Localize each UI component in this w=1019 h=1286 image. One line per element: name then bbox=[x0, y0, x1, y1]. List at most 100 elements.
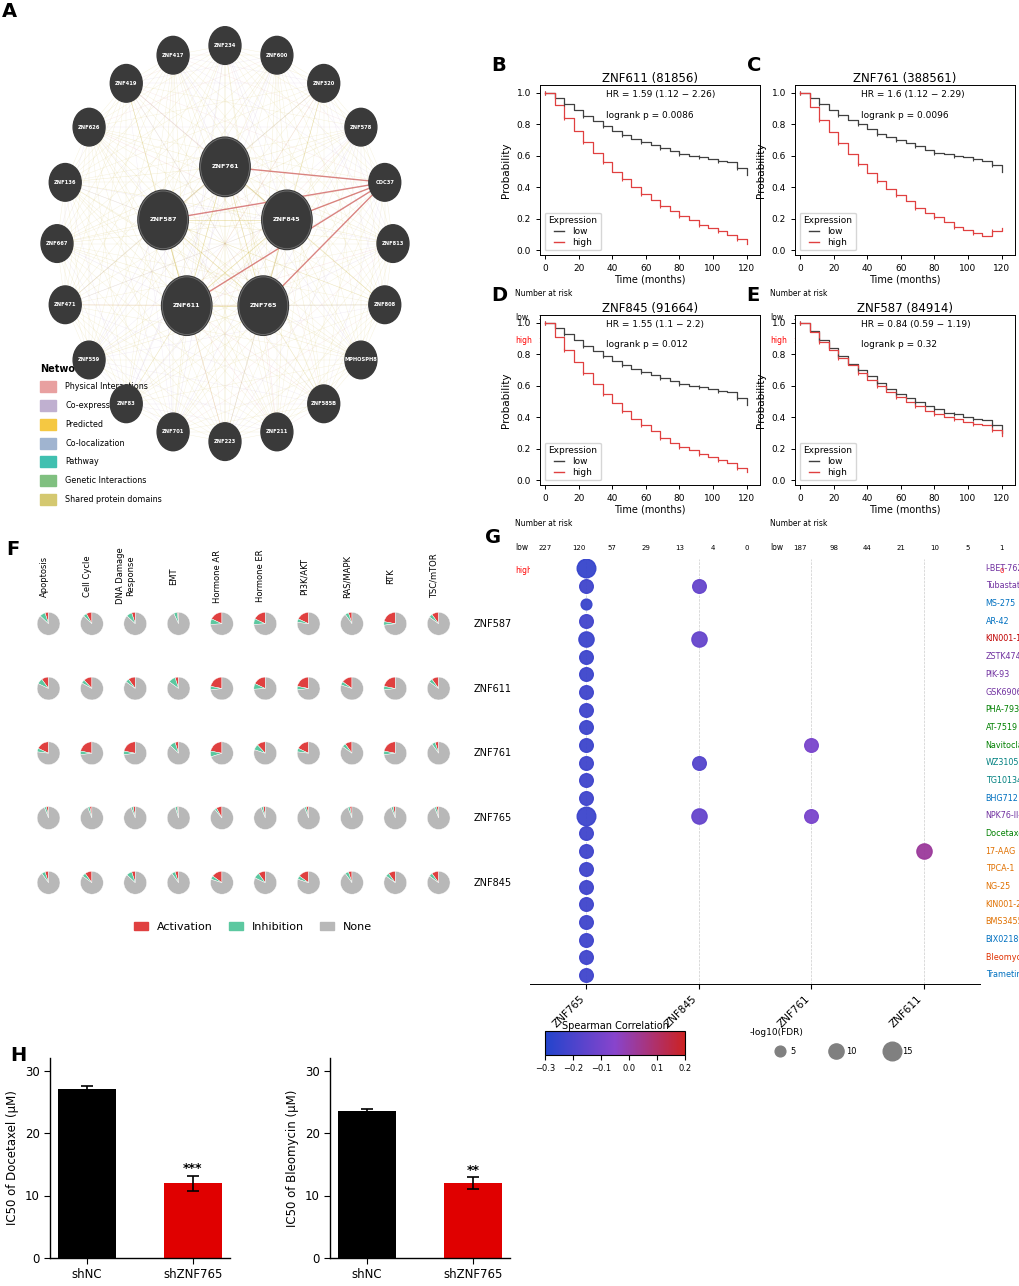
Text: F: F bbox=[6, 540, 19, 559]
Wedge shape bbox=[298, 678, 309, 688]
Text: ZNF845: ZNF845 bbox=[474, 878, 512, 887]
Wedge shape bbox=[81, 751, 92, 755]
Wedge shape bbox=[210, 806, 233, 829]
Text: Tubastatin A: Tubastatin A bbox=[984, 581, 1019, 590]
Text: 5: 5 bbox=[965, 315, 969, 320]
Circle shape bbox=[209, 423, 240, 460]
Point bbox=[578, 611, 594, 631]
Wedge shape bbox=[86, 872, 92, 882]
Title: ZNF587 (84914): ZNF587 (84914) bbox=[856, 302, 952, 315]
Text: Hormone AR: Hormone AR bbox=[213, 549, 222, 603]
Wedge shape bbox=[84, 678, 92, 688]
Text: 1: 1 bbox=[744, 338, 748, 345]
Wedge shape bbox=[169, 678, 178, 688]
Text: 2: 2 bbox=[710, 568, 714, 575]
Wedge shape bbox=[431, 742, 438, 754]
Point bbox=[578, 859, 594, 880]
Circle shape bbox=[261, 36, 292, 75]
X-axis label: Time (months): Time (months) bbox=[613, 274, 685, 284]
Wedge shape bbox=[300, 872, 309, 882]
Text: WZ3105: WZ3105 bbox=[984, 759, 1018, 768]
Point bbox=[578, 788, 594, 809]
Text: 62: 62 bbox=[574, 568, 583, 575]
Text: high: high bbox=[515, 337, 531, 346]
Wedge shape bbox=[435, 742, 438, 754]
Text: 84: 84 bbox=[828, 568, 838, 575]
Wedge shape bbox=[82, 680, 92, 688]
Point bbox=[578, 629, 594, 649]
Text: 17-AAG: 17-AAG bbox=[984, 846, 1015, 855]
Wedge shape bbox=[340, 612, 363, 635]
Wedge shape bbox=[297, 687, 309, 691]
Wedge shape bbox=[304, 806, 309, 818]
Text: 1: 1 bbox=[999, 544, 1003, 550]
Point bbox=[578, 734, 594, 755]
X-axis label: Time (months): Time (months) bbox=[868, 274, 940, 284]
Wedge shape bbox=[254, 806, 276, 829]
Wedge shape bbox=[427, 678, 449, 700]
Text: -log10(FDR): -log10(FDR) bbox=[749, 1029, 803, 1037]
Text: ZNF471: ZNF471 bbox=[54, 302, 76, 307]
Point bbox=[578, 930, 594, 950]
Text: TG101348: TG101348 bbox=[984, 775, 1019, 784]
Text: C: C bbox=[746, 55, 760, 75]
Text: BMS345541: BMS345541 bbox=[984, 917, 1019, 926]
Text: 27: 27 bbox=[607, 568, 616, 575]
Point bbox=[578, 946, 594, 967]
Text: D: D bbox=[491, 285, 507, 305]
Wedge shape bbox=[175, 742, 178, 754]
Wedge shape bbox=[167, 612, 190, 635]
Wedge shape bbox=[298, 612, 309, 624]
Point bbox=[578, 593, 594, 613]
Wedge shape bbox=[427, 806, 449, 829]
Wedge shape bbox=[128, 678, 136, 688]
Text: ZNF223: ZNF223 bbox=[214, 439, 235, 444]
Point bbox=[578, 700, 594, 720]
Wedge shape bbox=[123, 612, 147, 635]
Text: 227: 227 bbox=[538, 544, 551, 550]
Wedge shape bbox=[177, 612, 178, 624]
Wedge shape bbox=[297, 748, 309, 754]
Point bbox=[578, 770, 594, 791]
Text: EMT: EMT bbox=[169, 567, 178, 585]
Wedge shape bbox=[392, 806, 395, 818]
Point bbox=[578, 752, 594, 773]
Y-axis label: Probability: Probability bbox=[755, 143, 765, 198]
Wedge shape bbox=[348, 872, 352, 882]
Text: ZNF600: ZNF600 bbox=[266, 53, 287, 58]
Wedge shape bbox=[254, 684, 265, 689]
Point bbox=[690, 752, 706, 773]
Text: 29: 29 bbox=[641, 315, 649, 320]
Wedge shape bbox=[384, 612, 395, 624]
Wedge shape bbox=[123, 806, 147, 829]
Circle shape bbox=[261, 413, 292, 450]
Text: 10: 10 bbox=[929, 544, 937, 550]
Text: BIX02189: BIX02189 bbox=[984, 935, 1019, 944]
Wedge shape bbox=[210, 687, 222, 691]
Text: 23: 23 bbox=[607, 338, 616, 345]
Title: ZNF611 (81856): ZNF611 (81856) bbox=[601, 72, 697, 85]
Text: 44: 44 bbox=[828, 338, 838, 345]
Text: BHG712: BHG712 bbox=[984, 793, 1018, 802]
Y-axis label: IC50 of Bleomycin (μM): IC50 of Bleomycin (μM) bbox=[286, 1089, 299, 1227]
Text: logrank p = 0.32: logrank p = 0.32 bbox=[860, 341, 936, 350]
Text: 4: 4 bbox=[931, 338, 935, 345]
Text: MS-275: MS-275 bbox=[984, 599, 1015, 608]
Circle shape bbox=[308, 64, 339, 102]
Wedge shape bbox=[257, 742, 265, 754]
Text: 98: 98 bbox=[828, 544, 838, 550]
Wedge shape bbox=[37, 612, 60, 635]
Text: Bleomycin (50 uM): Bleomycin (50 uM) bbox=[984, 953, 1019, 962]
Text: HR = 0.84 (0.59 − 1.19): HR = 0.84 (0.59 − 1.19) bbox=[860, 320, 970, 329]
Wedge shape bbox=[175, 806, 178, 818]
Point bbox=[578, 558, 594, 579]
Legend: low, high: low, high bbox=[799, 442, 855, 481]
Circle shape bbox=[110, 64, 142, 102]
Wedge shape bbox=[90, 806, 92, 818]
Point bbox=[578, 964, 594, 985]
Text: 11: 11 bbox=[896, 338, 905, 345]
Text: Networks: Networks bbox=[40, 364, 93, 374]
Wedge shape bbox=[342, 745, 352, 754]
Text: B: B bbox=[491, 55, 505, 75]
Text: 120: 120 bbox=[572, 544, 585, 550]
